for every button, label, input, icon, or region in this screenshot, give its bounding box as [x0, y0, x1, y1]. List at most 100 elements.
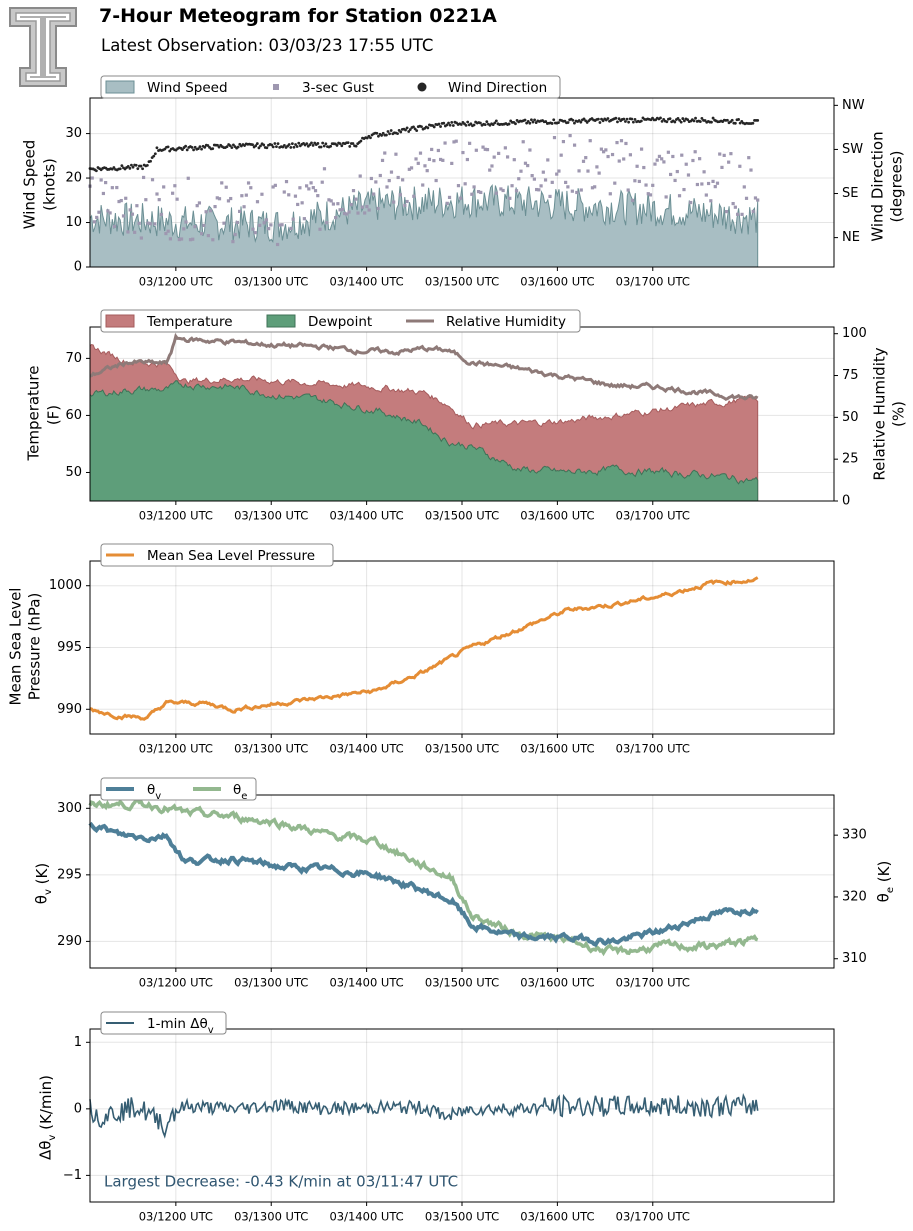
wind-direction-marker [225, 145, 229, 149]
gust-marker [338, 208, 342, 212]
y2-tick-label: 0 [842, 494, 850, 509]
gust-marker [577, 169, 581, 173]
wind-direction-marker [259, 144, 262, 148]
gust-marker [425, 169, 429, 173]
gust-marker [195, 204, 199, 208]
legend-box [100, 1011, 227, 1035]
gust-marker [747, 156, 751, 160]
y-axis-label: θv (K) [33, 863, 54, 904]
gust-marker [119, 198, 123, 203]
gust-marker [403, 203, 407, 208]
gust-marker [291, 217, 295, 221]
x-tick-label: 03/1400 UTC [329, 742, 403, 756]
gust-marker [485, 148, 490, 152]
wind-direction-marker [128, 166, 132, 170]
wind-direction-marker [257, 146, 261, 150]
gust-marker [517, 177, 521, 181]
gust-marker [137, 221, 141, 225]
wind-direction-marker [153, 152, 157, 156]
wind-direction-marker [448, 123, 452, 127]
gust-marker [550, 180, 554, 184]
gust-marker [456, 184, 461, 188]
gust-marker [224, 185, 228, 189]
wind-direction-marker [726, 118, 729, 122]
wind-direction-marker [573, 121, 576, 125]
gust-marker [284, 179, 289, 184]
y-axis-label: Temperature [25, 365, 43, 461]
gust-marker [528, 148, 532, 152]
x-tick-label: 03/1400 UTC [329, 275, 403, 289]
gust-marker [436, 148, 440, 153]
y2-tick-label: 100 [842, 326, 867, 341]
pressure-line [89, 576, 759, 721]
wind-direction-marker [310, 141, 313, 145]
gust-marker [593, 185, 597, 189]
gust-marker [159, 212, 164, 217]
gust-marker [490, 164, 494, 168]
gust-marker [173, 184, 177, 188]
wind-direction-marker [700, 117, 704, 120]
gust-marker [418, 151, 423, 155]
gust-marker [599, 147, 603, 151]
gust-marker [575, 190, 579, 195]
gust-marker [443, 141, 447, 145]
gust-marker [465, 157, 469, 162]
wind-direction-marker [190, 146, 194, 149]
gust-marker [193, 225, 197, 229]
x-tick-label: 03/1500 UTC [425, 1210, 499, 1224]
wind-direction-marker [359, 139, 363, 143]
gust-marker [166, 229, 170, 233]
wind-direction-marker [141, 167, 144, 171]
gust-marker [472, 185, 476, 189]
gust-marker [644, 183, 648, 187]
wind-direction-marker [396, 132, 399, 136]
legend-label: Relative Humidity [446, 314, 566, 330]
gust-marker [146, 221, 150, 225]
wind-direction-marker [407, 130, 411, 133]
gust-marker [264, 218, 269, 222]
wind-direction-marker [528, 121, 532, 125]
gust-marker [363, 211, 367, 215]
gust-marker [289, 226, 293, 231]
gust-marker [657, 154, 662, 159]
gust-marker [675, 169, 679, 174]
gust-marker [673, 178, 677, 183]
wind-direction-marker [598, 121, 602, 124]
wind-direction-marker [198, 145, 202, 149]
theta-e-line [88, 798, 759, 957]
gust-marker [349, 202, 353, 207]
gust-marker [416, 161, 420, 165]
gust-marker [655, 158, 659, 162]
gust-marker [432, 159, 436, 163]
gust-marker [729, 152, 733, 156]
gust-marker [162, 185, 166, 189]
x-tick-label: 03/1200 UTC [139, 509, 213, 523]
gust-marker [635, 164, 639, 168]
x-tick-label: 03/1200 UTC [139, 976, 213, 990]
gust-marker [309, 181, 313, 185]
gust-marker [430, 147, 434, 152]
wind-direction-marker [544, 120, 548, 123]
gust-marker [124, 196, 128, 200]
x-tick-label: 03/1500 UTC [425, 976, 499, 990]
wind-direction-marker [571, 118, 575, 122]
gust-marker [468, 141, 472, 145]
x-tick-label: 03/1600 UTC [520, 509, 594, 523]
gust-marker [581, 159, 586, 163]
wind-direction-marker [130, 163, 133, 167]
y-tick-label: 0 [74, 1101, 82, 1116]
gust-marker [240, 194, 244, 198]
x-tick-label: 03/1300 UTC [234, 976, 308, 990]
x-tick-label: 03/1200 UTC [139, 275, 213, 289]
gust-marker [115, 185, 119, 190]
wind-direction-marker [338, 142, 342, 146]
wind-direction-marker [451, 124, 455, 127]
y-tick-label: 300 [57, 801, 82, 816]
y-tick-label: 10 [65, 215, 82, 230]
gust-marker [452, 140, 456, 144]
gust-marker [392, 200, 396, 204]
wind-direction-marker [311, 143, 315, 147]
gust-marker [756, 198, 760, 202]
gust-marker [749, 168, 753, 172]
gust-marker [104, 180, 108, 185]
